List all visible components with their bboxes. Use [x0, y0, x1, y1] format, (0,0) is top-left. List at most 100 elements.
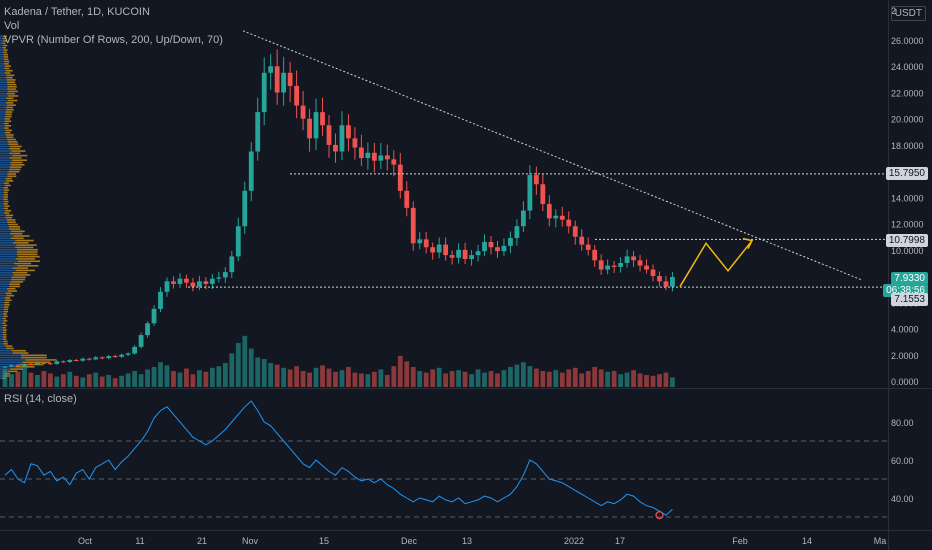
vpvr-row-up	[0, 269, 16, 272]
vpvr-row-up	[0, 81, 7, 83]
vpvr-row-down	[10, 237, 24, 240]
volume-bar	[521, 362, 526, 387]
rsi-legend[interactable]: RSI (14, close)	[4, 392, 77, 406]
time-tick-label: 11	[135, 536, 144, 546]
volume-bar	[482, 372, 487, 387]
volume-legend[interactable]: Vol	[4, 19, 19, 33]
vpvr-row-up	[0, 278, 12, 281]
vpvr-row-down	[3, 63, 9, 65]
vpvr-row-up	[0, 336, 3, 338]
candle-body	[618, 262, 623, 267]
candle-body	[86, 358, 92, 360]
vpvr-row-up	[0, 72, 5, 74]
projection-arrowhead	[742, 237, 754, 250]
volume-bar	[320, 365, 325, 387]
vpvr-row-up	[0, 157, 10, 159]
vpvr-row-down	[6, 108, 14, 111]
time-tick-label: Ma	[874, 536, 887, 546]
vpvr-row-up	[0, 108, 7, 111]
vpvr-row-up	[0, 99, 8, 102]
vpvr-row-up	[0, 265, 18, 267]
currency-badge[interactable]: USDT	[890, 6, 926, 21]
candle-body	[540, 184, 546, 204]
volume-bar	[313, 367, 319, 387]
candle-body	[449, 255, 455, 258]
vpvr-row-down	[9, 168, 21, 171]
vpvr-row-up	[0, 168, 10, 171]
volume-bar	[430, 369, 436, 387]
vpvr-row-up	[0, 258, 16, 260]
vpvr-row-down	[3, 324, 8, 327]
candle-body	[339, 125, 345, 152]
time-tick-label: Dec	[401, 536, 418, 546]
candle-body	[274, 66, 280, 93]
vpvr-row-down	[15, 239, 34, 242]
vpvr-row-up	[0, 154, 13, 157]
vpvr-row-up	[0, 35, 4, 38]
volume-bar	[469, 374, 474, 387]
level-badge-mid: 10.7998	[885, 234, 928, 247]
candle-body	[73, 360, 79, 362]
vpvr-row-up	[0, 182, 4, 184]
vpvr-row-down	[4, 67, 10, 70]
candle-body	[585, 244, 591, 250]
vpvr-row-down	[5, 115, 12, 118]
candle-body	[397, 164, 403, 191]
vpvr-row-up	[0, 274, 14, 276]
vpvr-row-up	[0, 104, 8, 106]
vpvr-row-down	[6, 347, 14, 350]
candle-body	[605, 265, 611, 270]
symbol-legend[interactable]: Kadena / Tether, 1D, KUCOIN	[4, 5, 150, 19]
volume-bar	[281, 367, 287, 387]
volume-bar	[294, 366, 299, 387]
vpvr-row-down	[2, 333, 7, 336]
vpvr-row-down	[4, 301, 10, 304]
vpvr-row-down	[10, 368, 23, 370]
vpvr-row-down	[3, 313, 7, 315]
vpvr-row-down	[3, 186, 9, 189]
vpvr-row-down	[11, 349, 26, 352]
vpvr-row-up	[0, 267, 13, 269]
vpvr-row-up	[0, 143, 9, 145]
vpvr-row-up	[0, 203, 4, 205]
vpvr-row-down	[8, 143, 19, 145]
volume-bar	[488, 371, 494, 387]
volume-bar	[80, 377, 86, 387]
vpvr-row-up	[0, 152, 10, 155]
rsi-tick-label: 40.00	[891, 494, 914, 504]
vpvr-row-up	[0, 294, 7, 297]
candle-body	[209, 278, 215, 284]
vpvr-row-down	[10, 232, 23, 235]
vpvr-row-down	[15, 269, 35, 272]
volume-bar	[261, 359, 267, 387]
vpvr-row-up	[0, 363, 20, 366]
vpvr-row-up	[0, 106, 6, 109]
volume-bar	[346, 367, 351, 387]
volume-bar	[209, 367, 215, 387]
candle-body	[410, 207, 416, 244]
vpvr-row-down	[5, 216, 13, 219]
volume-bar	[546, 371, 552, 387]
volume-bar	[397, 355, 403, 387]
time-tick-label: Oct	[78, 536, 93, 546]
vpvr-row-down	[6, 97, 14, 100]
vpvr-row-up	[0, 150, 12, 152]
volume-bar	[572, 367, 578, 387]
vpvr-row-up	[0, 198, 4, 201]
vpvr-row-up	[0, 214, 6, 217]
candle-body	[488, 241, 494, 248]
vpvr-row-up	[0, 276, 12, 279]
volume-bar	[670, 377, 675, 387]
vpvr-row-down	[3, 51, 7, 54]
vpvr-row-up	[0, 53, 4, 56]
vpvr-row-down	[9, 145, 22, 148]
vpvr-row-down	[11, 276, 26, 279]
vpvr-row-up	[0, 175, 8, 178]
vpvr-legend[interactable]: VPVR (Number Of Rows, 200, Up/Down, 70)	[4, 33, 223, 47]
volume-bar	[611, 371, 617, 387]
vpvr-row-up	[0, 92, 7, 95]
volume-bar	[657, 374, 662, 387]
vpvr-row-down	[7, 104, 16, 106]
volume-bar	[112, 378, 118, 387]
